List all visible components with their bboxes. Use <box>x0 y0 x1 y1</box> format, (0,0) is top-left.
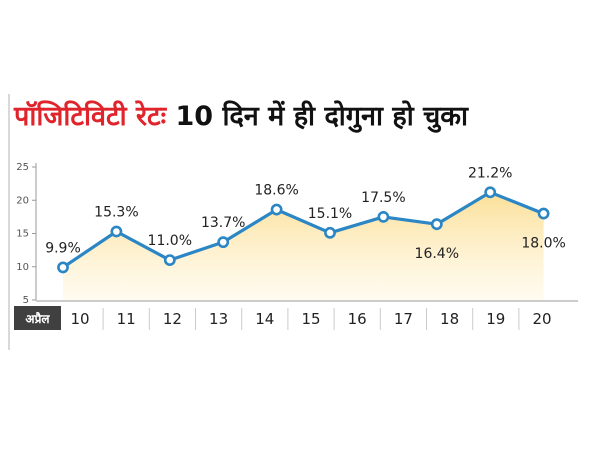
area-path <box>63 192 544 300</box>
data-label: 13.7% <box>201 215 245 231</box>
data-label: 17.5% <box>361 190 405 206</box>
y-tick-label: 25 <box>16 162 29 173</box>
x-tick-label: 16 <box>348 310 367 328</box>
data-label: 21.2% <box>468 165 512 181</box>
data-point <box>270 203 283 216</box>
x-tick-label: 11 <box>117 310 136 328</box>
x-tick-label: 20 <box>532 310 551 328</box>
data-label: 18.0% <box>521 236 565 252</box>
data-point <box>110 225 123 238</box>
x-tick-label: 15 <box>301 310 320 328</box>
y-tick-label: 5 <box>23 295 29 306</box>
data-label: 15.1% <box>308 206 352 222</box>
title-rest: 10 दिन में ही दोगुना हो चुका <box>175 101 468 132</box>
area-fill <box>63 192 544 300</box>
data-point <box>430 218 443 231</box>
x-tick-label: 10 <box>70 310 89 328</box>
data-point <box>377 210 390 223</box>
y-tick-label: 10 <box>16 262 29 273</box>
x-prefix-box <box>14 306 61 330</box>
data-points <box>57 186 550 274</box>
data-point <box>163 254 176 266</box>
y-tick-label: 15 <box>16 229 29 240</box>
data-label: 16.4% <box>415 246 459 262</box>
x-tick-label: 19 <box>486 310 505 328</box>
left-frame-line <box>8 94 10 350</box>
data-point <box>57 261 69 274</box>
data-point <box>217 236 230 249</box>
y-axis: 5 10 15 20 25 <box>16 162 37 306</box>
data-point <box>324 226 336 239</box>
x-axis: अप्रैल 10 11 12 13 14 15 16 17 18 19 20 <box>14 300 578 330</box>
data-point <box>537 207 550 220</box>
chart-title: पॉजिटिविटी रेटः 10 दिन में ही दोगुना हो … <box>14 96 468 133</box>
data-label: 15.3% <box>94 205 138 221</box>
data-point <box>484 186 497 199</box>
data-labels: 9.9% 15.3% 11.0% 13.7% 18.6% 15.1% 17.5% 16.4% 2… <box>45 165 566 262</box>
series-polyline <box>62 190 545 269</box>
x-prefix-label: अप्रैल <box>25 312 50 326</box>
x-tick-label: 13 <box>209 310 228 328</box>
x-tick-label: 18 <box>440 310 459 328</box>
x-tick-label: 17 <box>394 310 413 328</box>
data-label: 18.6% <box>254 183 298 199</box>
series-line <box>62 190 545 269</box>
data-label: 9.9% <box>45 240 81 256</box>
x-tick-label: 12 <box>163 310 182 328</box>
title-highlight: पॉजिटिविटी रेटः <box>14 101 167 132</box>
y-tick-label: 20 <box>16 195 29 206</box>
data-label: 11.0% <box>148 233 192 249</box>
x-tick-label: 14 <box>255 310 274 328</box>
